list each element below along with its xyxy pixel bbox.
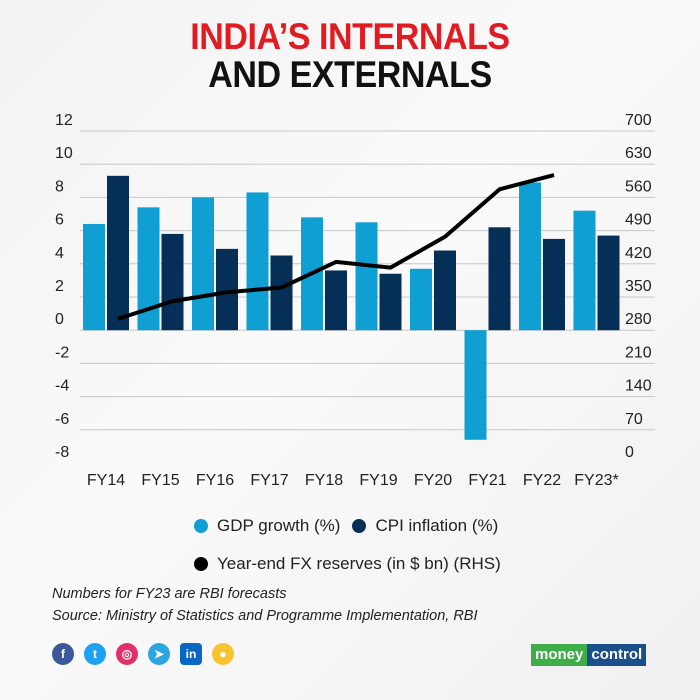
right-tick-label: 70 — [625, 411, 643, 428]
legend-cpi-marker — [352, 519, 367, 533]
cpi-bar — [597, 235, 620, 331]
right-tick-label: 560 — [625, 178, 652, 195]
logo-part-control: control — [587, 644, 647, 666]
left-tick-label: 4 — [55, 245, 64, 262]
cpi-bar — [325, 270, 347, 331]
legend-gdp-marker — [194, 519, 208, 533]
right-tick-label: 280 — [625, 311, 652, 328]
category-label: FY15 — [141, 472, 179, 489]
right-tick-label: 140 — [625, 378, 652, 395]
left-tick-label: 10 — [55, 145, 73, 162]
cpi-bar — [488, 227, 511, 331]
gdp-bar — [573, 210, 596, 331]
category-label: FY18 — [305, 472, 343, 489]
left-tick-label: -4 — [55, 378, 69, 395]
cpi-bar — [434, 250, 456, 331]
gdp-bar — [246, 192, 269, 331]
category-label: FY16 — [196, 472, 234, 489]
left-tick-label: 6 — [55, 212, 64, 229]
right-tick-label: 350 — [625, 278, 652, 295]
cpi-bar — [107, 175, 129, 331]
cpi-bar — [270, 255, 293, 331]
category-label: FY20 — [414, 472, 452, 489]
gdp-bar — [83, 223, 105, 331]
title-line-2: AND EXTERNALS — [208, 54, 492, 95]
category-label: FY22 — [523, 472, 561, 489]
category-label: FY23* — [574, 472, 618, 489]
left-tick-label: -2 — [55, 344, 69, 361]
legend-cpi-label: CPI inflation (%) — [375, 516, 499, 535]
logo-part-money: money — [531, 644, 588, 666]
right-tick-label: 420 — [625, 245, 652, 262]
title-line-1: INDIA’S INTERNALS — [190, 16, 510, 57]
left-tick-label: 0 — [55, 311, 64, 328]
right-tick-label: 630 — [625, 145, 652, 162]
right-tick-label: 700 — [625, 112, 652, 129]
category-label: FY17 — [250, 472, 288, 489]
gdp-bar — [137, 207, 160, 331]
cpi-bar — [216, 248, 238, 331]
legend-fx-marker — [194, 557, 208, 571]
social-icons: f t ◎ ➤ in ● — [52, 643, 234, 665]
category-label: FY21 — [468, 472, 506, 489]
left-tick-label: 2 — [55, 278, 64, 295]
cpi-bar — [161, 233, 184, 331]
gdp-bar — [519, 182, 541, 331]
left-tick-label: 8 — [55, 178, 64, 195]
instagram-icon[interactable]: ◎ — [116, 643, 138, 665]
right-tick-label: 490 — [625, 212, 652, 229]
cpi-bar — [379, 273, 402, 331]
legend-row-2: Year-end FX reserves (in $ bn) (RHS) — [194, 554, 501, 574]
gdp-bar — [355, 222, 378, 331]
twitter-icon[interactable]: t — [84, 643, 106, 665]
note-source: Source: Ministry of Statistics and Progr… — [52, 608, 478, 624]
cpi-bar — [543, 238, 565, 331]
gdp-bar — [464, 330, 487, 440]
legend-gdp-label: GDP growth (%) — [217, 516, 341, 535]
linkedin-icon[interactable]: in — [180, 643, 202, 665]
note-forecast: Numbers for FY23 are RBI forecasts — [52, 586, 287, 602]
facebook-icon[interactable]: f — [52, 643, 74, 665]
gdp-bar — [192, 197, 214, 331]
left-tick-label: 12 — [55, 112, 73, 129]
moneycontrol-logo: money control — [531, 644, 647, 666]
category-label: FY19 — [359, 472, 397, 489]
gdp-bar — [410, 268, 432, 331]
right-tick-label: 0 — [625, 444, 634, 461]
koo-icon[interactable]: ● — [212, 643, 234, 665]
left-tick-label: -6 — [55, 411, 69, 428]
telegram-icon[interactable]: ➤ — [148, 643, 170, 665]
legend-row-1: GDP growth (%) CPI inflation (%) — [194, 516, 498, 536]
right-tick-label: 210 — [625, 344, 652, 361]
left-tick-label: -8 — [55, 444, 69, 461]
category-label: FY14 — [87, 472, 125, 489]
legend-fx-label: Year-end FX reserves (in $ bn) (RHS) — [217, 554, 501, 573]
